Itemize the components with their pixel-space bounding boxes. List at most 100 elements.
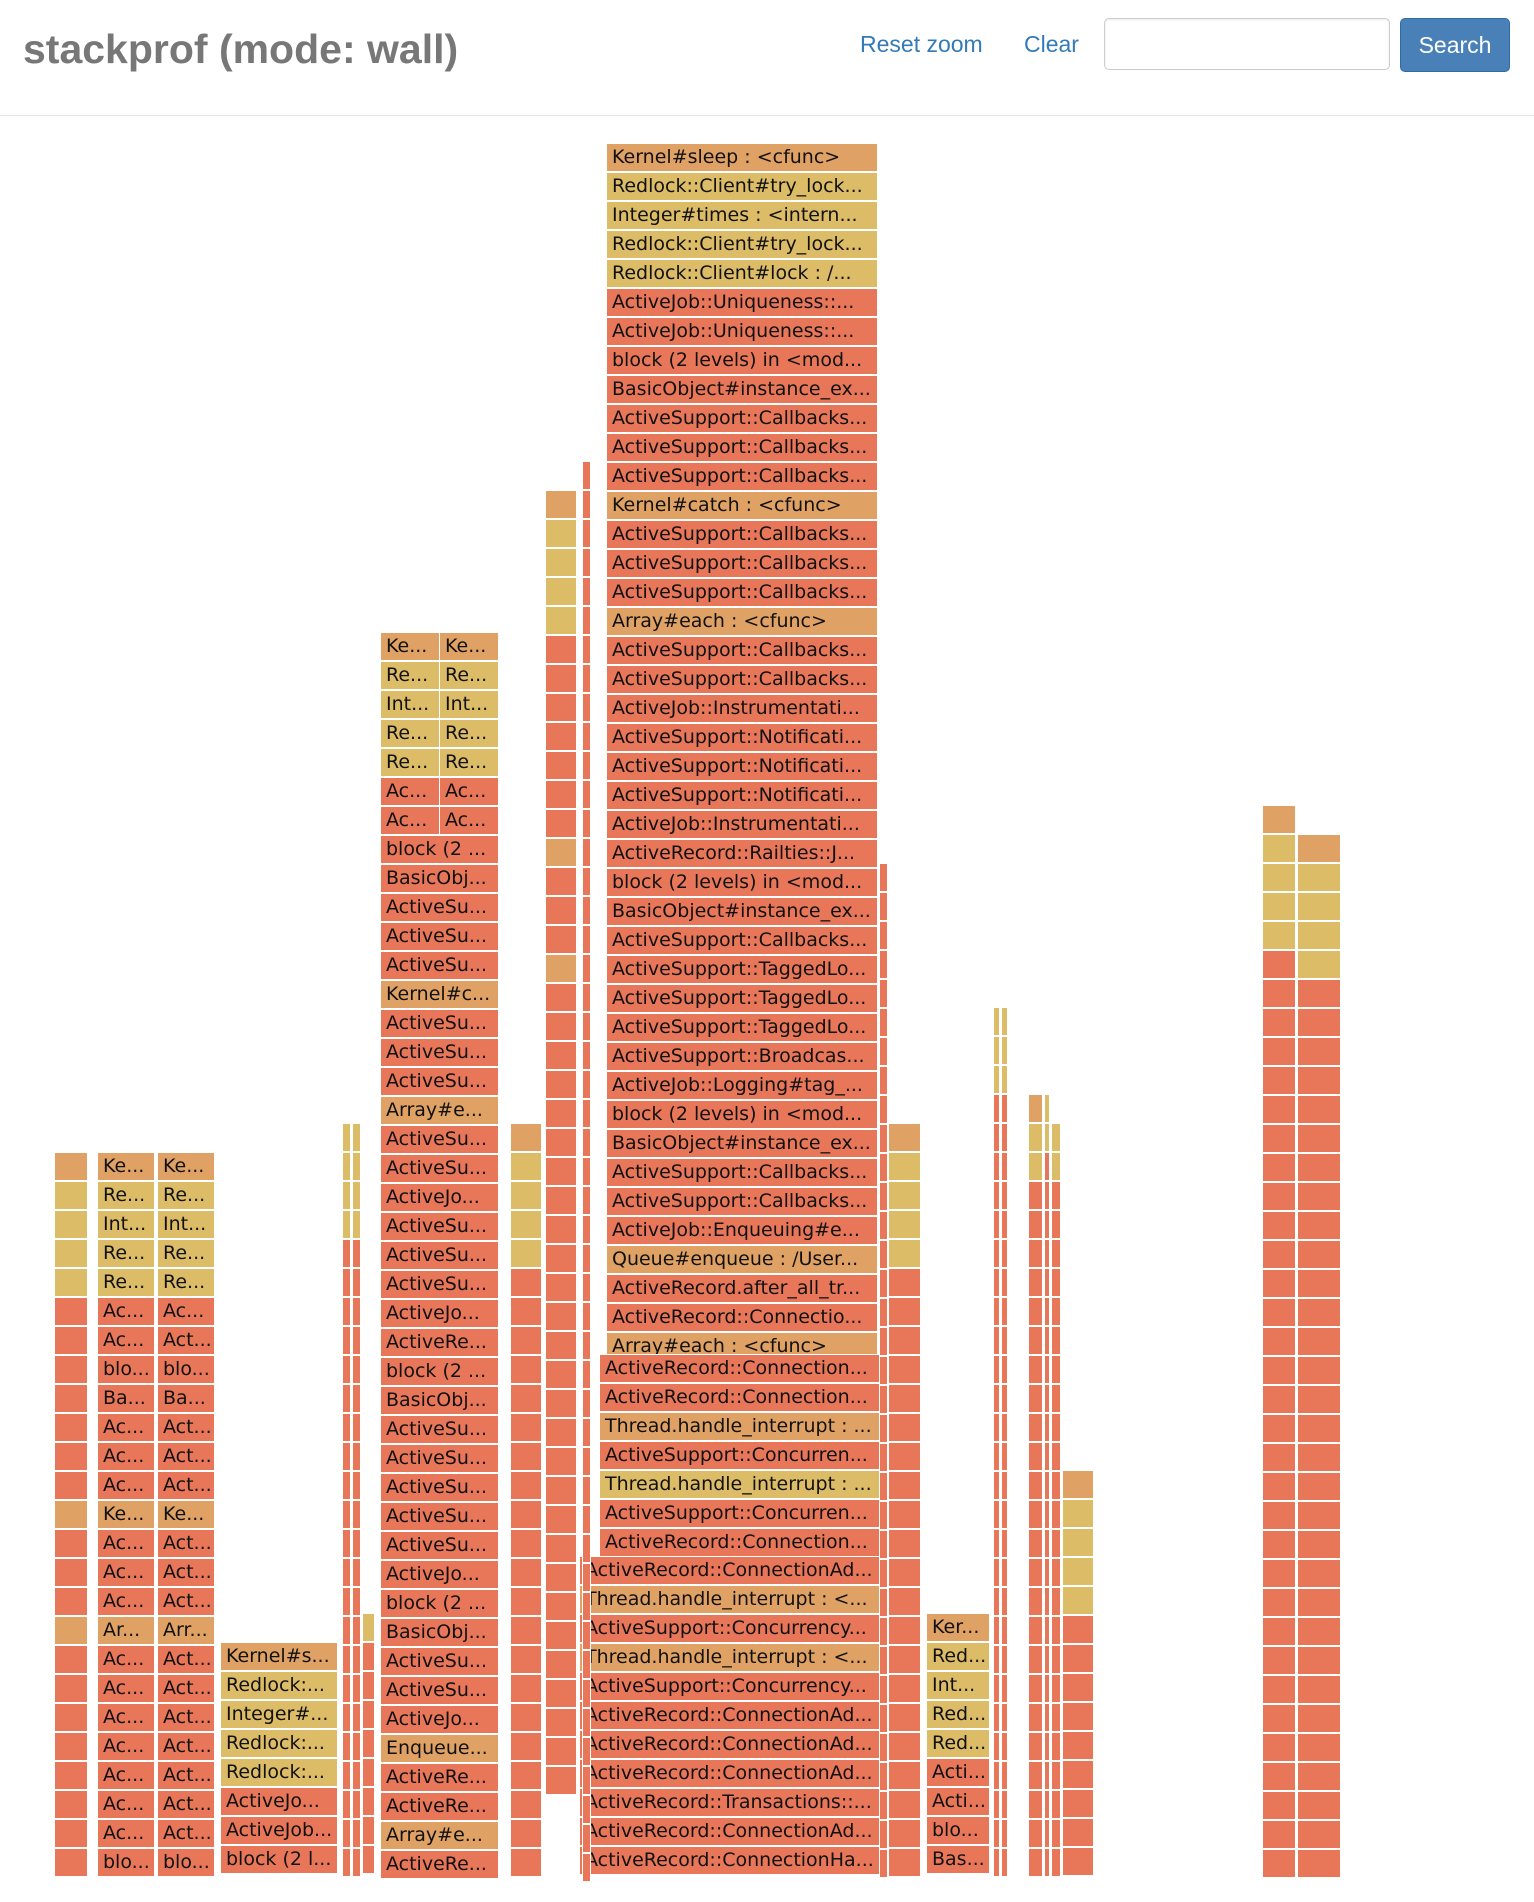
stack-frame[interactable]: ActiveRe... xyxy=(380,1792,499,1821)
stack-frame[interactable] xyxy=(1028,1297,1043,1326)
stack-frame[interactable] xyxy=(879,950,888,979)
stack-frame[interactable] xyxy=(54,1819,88,1848)
stack-frame[interactable] xyxy=(1297,1501,1341,1530)
stack-frame[interactable] xyxy=(1051,1326,1061,1355)
stack-frame[interactable] xyxy=(888,1790,921,1819)
stack-frame[interactable] xyxy=(1262,1385,1296,1414)
stack-frame[interactable] xyxy=(1044,1703,1050,1732)
stack-frame[interactable] xyxy=(545,693,577,722)
stack-frame[interactable]: ActiveJo... xyxy=(380,1183,499,1212)
stack-frame[interactable] xyxy=(1028,1181,1043,1210)
stack-frame[interactable] xyxy=(1297,1588,1341,1617)
stack-frame[interactable]: BasicObj... xyxy=(380,1618,499,1647)
stack-frame[interactable] xyxy=(1044,1442,1050,1471)
stack-frame[interactable] xyxy=(1297,1530,1341,1559)
stack-frame[interactable] xyxy=(879,1356,888,1385)
stack-frame[interactable] xyxy=(510,1529,542,1558)
stack-frame[interactable] xyxy=(1001,1123,1008,1152)
stack-frame[interactable] xyxy=(1028,1326,1043,1355)
stack-frame[interactable] xyxy=(879,1414,888,1443)
stack-frame[interactable] xyxy=(582,461,591,490)
stack-frame[interactable] xyxy=(362,1758,375,1787)
stack-frame[interactable] xyxy=(54,1239,88,1268)
stack-frame[interactable] xyxy=(1044,1761,1050,1790)
stack-frame[interactable] xyxy=(1028,1239,1043,1268)
stack-frame[interactable] xyxy=(888,1413,921,1442)
stack-frame[interactable] xyxy=(545,490,577,519)
stack-frame[interactable] xyxy=(1051,1123,1061,1152)
stack-frame[interactable] xyxy=(1297,1820,1341,1849)
stack-frame[interactable]: ActiveRecord::ConnectionAd... xyxy=(579,1759,886,1788)
stack-frame[interactable] xyxy=(1001,1761,1008,1790)
stack-frame[interactable]: Acti... xyxy=(926,1758,990,1787)
stack-frame[interactable] xyxy=(993,1152,1000,1181)
stack-frame[interactable]: Ar... xyxy=(97,1616,155,1645)
stack-frame[interactable] xyxy=(1044,1413,1050,1442)
stack-frame[interactable] xyxy=(1044,1587,1050,1616)
stack-frame[interactable] xyxy=(1028,1674,1043,1703)
stack-frame[interactable] xyxy=(1044,1529,1050,1558)
stack-frame[interactable]: Red... xyxy=(926,1700,990,1729)
stack-frame[interactable]: ActiveJob::Uniqueness::... xyxy=(606,288,878,317)
stack-frame[interactable] xyxy=(1262,1182,1296,1211)
stack-frame[interactable] xyxy=(1028,1123,1043,1152)
stack-frame[interactable] xyxy=(888,1703,921,1732)
stack-frame[interactable]: Kernel#catch : <cfunc> xyxy=(606,491,878,520)
stack-frame[interactable] xyxy=(582,577,591,606)
stack-frame[interactable] xyxy=(879,1501,888,1530)
stack-frame[interactable] xyxy=(54,1645,88,1674)
stack-frame[interactable] xyxy=(1051,1558,1061,1587)
clear-link[interactable]: Clear xyxy=(1024,31,1079,57)
stack-frame[interactable] xyxy=(54,1500,88,1529)
stack-frame[interactable]: Int... xyxy=(157,1210,215,1239)
stack-frame[interactable] xyxy=(993,1123,1000,1152)
stack-frame[interactable] xyxy=(1051,1210,1061,1239)
stack-frame[interactable]: ActiveRecord::Connectio... xyxy=(606,1303,878,1332)
stack-frame[interactable] xyxy=(1062,1789,1094,1818)
stack-frame[interactable] xyxy=(1051,1239,1061,1268)
stack-frame[interactable] xyxy=(993,1500,1000,1529)
stack-frame[interactable]: ActiveSupport::Callbacks... xyxy=(606,926,878,955)
stack-frame[interactable]: Thread.handle_interrupt : <... xyxy=(579,1585,886,1614)
stack-frame[interactable]: ActiveSu... xyxy=(380,1676,499,1705)
stack-frame[interactable]: ActiveSupport::TaggedLo... xyxy=(606,955,878,984)
stack-frame[interactable]: Act... xyxy=(157,1819,215,1848)
stack-frame[interactable] xyxy=(1262,1733,1296,1762)
stack-frame[interactable] xyxy=(352,1123,361,1152)
stack-frame[interactable]: block (2 ... xyxy=(380,835,499,864)
stack-frame[interactable] xyxy=(342,1674,351,1703)
stack-frame[interactable] xyxy=(1262,1153,1296,1182)
stack-frame[interactable] xyxy=(1028,1790,1043,1819)
stack-frame[interactable] xyxy=(1028,1355,1043,1384)
stack-frame[interactable] xyxy=(1001,1529,1008,1558)
stack-frame[interactable] xyxy=(342,1471,351,1500)
stack-frame[interactable]: ActiveRecord::Transactions::... xyxy=(579,1788,886,1817)
stack-frame[interactable] xyxy=(1044,1819,1050,1848)
stack-frame[interactable] xyxy=(352,1384,361,1413)
stack-frame[interactable] xyxy=(54,1210,88,1239)
stack-frame[interactable]: ActiveSu... xyxy=(380,1502,499,1531)
stack-frame[interactable] xyxy=(352,1703,361,1732)
stack-frame[interactable]: Ac... xyxy=(97,1558,155,1587)
stack-frame[interactable] xyxy=(1028,1761,1043,1790)
stack-frame[interactable] xyxy=(510,1848,542,1877)
stack-frame[interactable] xyxy=(582,693,591,722)
stack-frame[interactable] xyxy=(1297,1617,1341,1646)
stack-frame[interactable] xyxy=(1297,1733,1341,1762)
stack-frame[interactable] xyxy=(1062,1731,1094,1760)
stack-frame[interactable]: Redlock::Client#lock : /... xyxy=(606,259,878,288)
stack-frame[interactable] xyxy=(545,635,577,664)
stack-frame[interactable] xyxy=(1297,1356,1341,1385)
stack-frame[interactable] xyxy=(1051,1819,1061,1848)
stack-frame[interactable] xyxy=(1028,1152,1043,1181)
stack-frame[interactable] xyxy=(1262,1124,1296,1153)
stack-frame[interactable] xyxy=(1262,979,1296,1008)
stack-frame[interactable]: Act... xyxy=(157,1703,215,1732)
stack-frame[interactable] xyxy=(1297,979,1341,1008)
stack-frame[interactable]: Re... xyxy=(439,748,499,777)
stack-frame[interactable] xyxy=(545,1737,577,1766)
stack-frame[interactable] xyxy=(879,1530,888,1559)
stack-frame[interactable] xyxy=(1262,1443,1296,1472)
stack-frame[interactable] xyxy=(888,1500,921,1529)
stack-frame[interactable] xyxy=(582,1128,591,1157)
